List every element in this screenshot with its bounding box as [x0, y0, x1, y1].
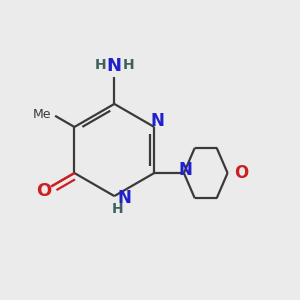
Text: H: H — [94, 58, 106, 72]
Text: O: O — [234, 164, 248, 182]
Text: H: H — [112, 202, 123, 216]
Text: N: N — [178, 161, 192, 179]
Text: Me: Me — [33, 108, 52, 121]
Text: H: H — [123, 58, 134, 72]
Text: N: N — [117, 189, 131, 207]
Text: N: N — [107, 57, 122, 75]
Text: N: N — [151, 112, 165, 130]
Text: O: O — [36, 182, 52, 200]
